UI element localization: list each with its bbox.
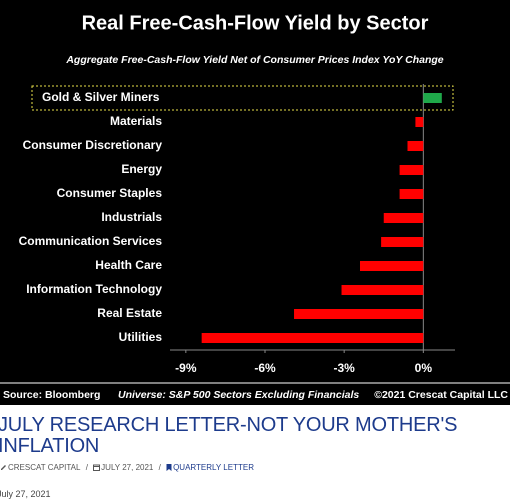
y-tick-label: Consumer Staples: [57, 186, 163, 200]
bar: [399, 165, 424, 175]
chart-title: Real Free-Cash-Flow Yield by Sector: [82, 12, 429, 34]
date: JULY 27, 2021: [101, 463, 154, 472]
article-title[interactable]: JULY RESEARCH LETTER-NOT YOUR MOTHER'S I…: [0, 414, 458, 457]
copyright: ©2021 Crescat Capital LLC: [374, 389, 508, 401]
x-tick-label: -3%: [333, 361, 355, 375]
y-tick-label: Information Technology: [26, 282, 162, 296]
x-tick-label: 0%: [415, 361, 433, 375]
calendar-icon: [93, 464, 101, 471]
bar: [381, 237, 424, 247]
y-tick-label: Communication Services: [19, 234, 163, 248]
y-tick-label: Utilities: [119, 330, 163, 344]
article-meta: CRESCAT CAPITAL / JULY 27, 2021 / QUARTE…: [0, 463, 257, 472]
chart-subtitle: Aggregate Free-Cash-Flow Yield Net of Co…: [65, 54, 443, 66]
x-tick-label: -6%: [254, 361, 276, 375]
bar: [294, 309, 424, 319]
bar: [383, 213, 424, 223]
bar: [407, 141, 424, 151]
y-tick-label: Materials: [110, 114, 162, 128]
source: Source: Bloomberg: [3, 389, 100, 401]
y-tick-label: Consumer Discretionary: [23, 138, 163, 152]
x-tick-label: -9%: [175, 361, 197, 375]
universe: Universe: S&P 500 Sectors Excluding Fina…: [118, 389, 359, 401]
bookmark-icon: [166, 464, 172, 471]
bar: [360, 261, 424, 271]
y-tick-label: Real Estate: [97, 306, 162, 320]
y-tick-label: Health Care: [95, 258, 162, 272]
bar: [341, 285, 424, 295]
bar: [415, 117, 424, 127]
separator: /: [158, 463, 161, 472]
highlight-box: [31, 85, 454, 111]
chart: Real Free-Cash-Flow Yield by Sector Aggr…: [0, 0, 510, 405]
bar: [423, 93, 442, 103]
separator: /: [85, 463, 88, 472]
published-date: July 27, 2021: [0, 489, 51, 499]
y-tick-label: Gold & Silver Miners: [42, 90, 160, 104]
pencil-icon: [1, 465, 6, 470]
bar: [399, 189, 424, 199]
author[interactable]: CRESCAT CAPITAL: [8, 463, 81, 472]
y-tick-label: Industrials: [101, 210, 162, 224]
y-tick-label: Energy: [121, 162, 162, 176]
category[interactable]: QUARTERLY LETTER: [173, 463, 254, 472]
bar: [201, 333, 424, 343]
